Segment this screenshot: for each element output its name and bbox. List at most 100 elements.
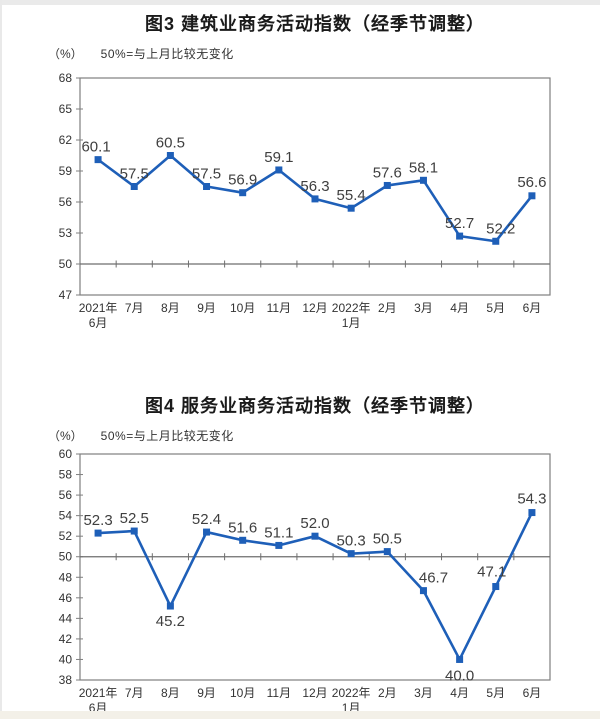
data-label: 56.3 [300, 178, 329, 195]
x-axis-category-label: 12月 [302, 301, 327, 315]
figure4-meta-row: （%） 50%=与上月比较无变化 [0, 429, 600, 444]
data-point-marker [130, 527, 138, 535]
data-label: 51.6 [228, 519, 257, 536]
data-point-marker [528, 509, 536, 517]
x-axis-category-label: 11月 [267, 686, 291, 700]
data-point-marker [492, 237, 500, 245]
x-axis-category-label: 5月 [486, 686, 505, 700]
data-label: 55.4 [337, 187, 366, 204]
x-axis-category-label: 2021年 [79, 686, 118, 700]
x-axis-category-label: 11月 [267, 301, 291, 315]
data-label: 51.1 [264, 524, 293, 541]
x-axis-category-label: 6月 [89, 316, 108, 330]
data-label: 57.5 [192, 166, 221, 183]
data-point-marker [311, 195, 319, 203]
y-axis-tick-label: 56 [59, 195, 73, 209]
x-axis-category-label: 8月 [161, 301, 180, 315]
data-point-marker [203, 528, 211, 536]
data-point-marker [383, 548, 391, 556]
y-axis-tick-label: 47 [59, 288, 73, 302]
data-point-marker [419, 587, 427, 595]
y-axis-tick-label: 58 [59, 468, 73, 482]
figure3-unit-label: （%） [48, 47, 83, 61]
figure4-unit-label: （%） [48, 429, 83, 443]
x-axis-category-label: 9月 [197, 686, 216, 700]
plot-border [79, 453, 551, 681]
x-axis-category-label: 2月 [378, 686, 397, 700]
data-label: 50.5 [373, 531, 402, 548]
page-top-edge [0, 0, 600, 5]
x-axis-category-label: 4月 [450, 301, 469, 315]
data-label: 56.9 [228, 172, 257, 189]
x-axis-category-label: 1月 [342, 316, 361, 330]
y-axis-tick-label: 54 [59, 509, 73, 523]
data-label: 46.7 [419, 570, 448, 587]
x-axis-category-label: 2022年 [332, 301, 371, 315]
data-point-marker [166, 152, 174, 159]
data-point-marker [347, 204, 355, 212]
data-label: 52.2 [486, 220, 515, 237]
x-axis-category-label: 4月 [450, 686, 469, 700]
figure-3-construction-pmi: 图3 建筑业商务活动指数（经季节调整） （%） 50%=与上月比较无变化 68 6… [0, 0, 600, 332]
data-point-marker [492, 583, 500, 591]
figure3-title: 图3 建筑业商务活动指数（经季节调整） [144, 14, 485, 34]
y-axis-tick-label: 53 [59, 226, 73, 240]
data-point-marker [456, 232, 464, 240]
x-axis-category-label: 6月 [523, 686, 542, 700]
data-label: 57.5 [120, 166, 149, 183]
data-label: 52.3 [83, 512, 112, 529]
data-point-marker [239, 189, 247, 197]
figure4-title: 图4 服务业商务活动指数（经季节调整） [144, 396, 485, 416]
data-label: 52.4 [192, 511, 221, 528]
data-point-marker [239, 536, 247, 544]
plot-border [79, 77, 551, 296]
data-point-marker [203, 183, 211, 190]
figure4-note: 50%=与上月比较无变化 [100, 429, 234, 443]
y-axis-tick-label: 56 [59, 488, 73, 502]
figure-4-services-pmi: 图4 服务业商务活动指数（经季节调整） （%） 50%=与上月比较无变化 60 5… [0, 332, 600, 717]
y-axis-tick-label: 38 [59, 673, 73, 687]
x-axis-category-label: 12月 [302, 686, 327, 700]
data-label: 50.3 [337, 533, 366, 550]
data-label: 52.5 [120, 510, 149, 527]
data-label: 52.0 [300, 515, 329, 532]
data-label: 40.0 [445, 667, 474, 684]
data-point-marker [275, 166, 283, 174]
page-bottom-edge [0, 711, 600, 719]
y-axis-tick-label: 50 [59, 257, 73, 271]
x-axis-category-label: 7月 [125, 686, 144, 700]
data-label: 47.1 [477, 564, 506, 581]
data-point-marker [130, 183, 138, 190]
x-axis-category-label: 5月 [486, 301, 505, 315]
data-label: 52.7 [445, 215, 474, 232]
y-axis-tick-label: 48 [59, 570, 73, 584]
data-point-marker [94, 529, 102, 537]
figure4-line-chart: 60 58 56 54 52 50 48 46 44 42 40 38 52.3 52.5 45.2 52.4… [59, 447, 551, 715]
x-axis-category-label: 3月 [414, 686, 433, 700]
y-axis-tick-label: 59 [59, 164, 73, 178]
data-point-marker [166, 602, 174, 610]
x-axis-category-label: 8月 [161, 686, 180, 700]
y-axis-tick-label: 65 [59, 102, 73, 116]
data-label: 60.5 [156, 135, 185, 152]
data-point-marker [383, 181, 391, 189]
data-label: 59.1 [264, 149, 293, 166]
data-label: 57.6 [373, 164, 402, 181]
data-label: 60.1 [81, 139, 110, 156]
y-axis-tick-label: 52 [59, 529, 73, 543]
y-axis-tick-label: 68 [59, 71, 73, 85]
x-axis-category-label: 3月 [414, 301, 433, 315]
x-axis-category-label: 7月 [125, 301, 144, 315]
y-axis-tick-label: 62 [59, 133, 73, 147]
data-point-marker [347, 550, 355, 558]
data-label: 58.1 [409, 159, 438, 176]
x-axis-category-label: 10月 [230, 301, 255, 315]
x-axis-category-label: 2021年 [79, 301, 118, 315]
figure3-line-chart: 68 65 62 59 56 53 50 47 60.1 57.5 60.5 57.5 56.9 59.1… [59, 71, 551, 330]
data-label: 45.2 [156, 613, 185, 630]
y-axis-tick-label: 42 [59, 632, 73, 646]
y-axis-tick-label: 44 [59, 611, 73, 625]
figure3-meta-row: （%） 50%=与上月比较无变化 [0, 47, 600, 62]
data-point-marker [275, 541, 283, 549]
data-label: 54.3 [517, 491, 546, 508]
